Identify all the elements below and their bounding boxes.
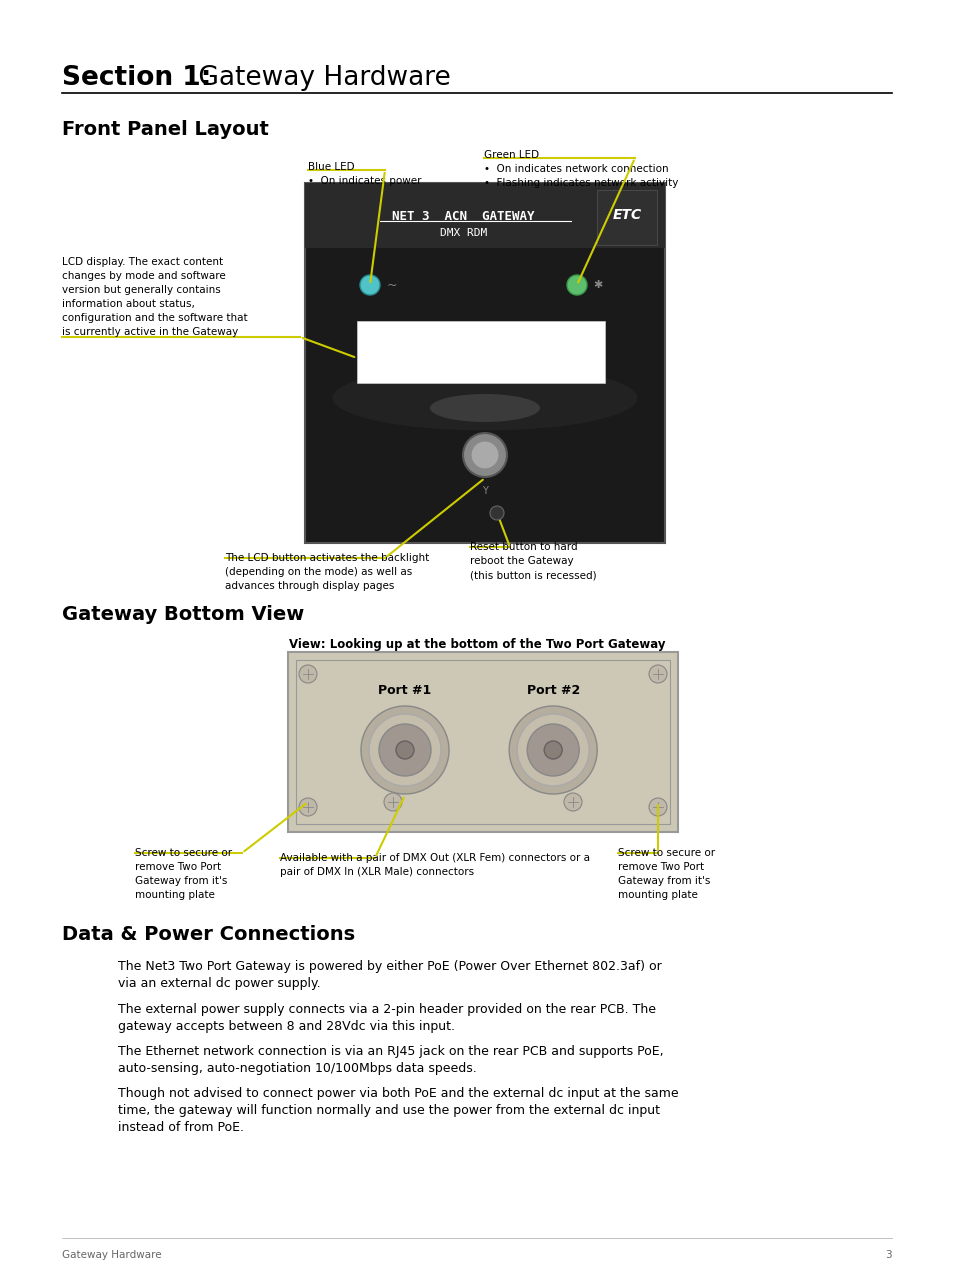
Bar xyxy=(356,321,604,383)
Text: Blue LED
•  On indicates power: Blue LED • On indicates power xyxy=(308,162,421,186)
Circle shape xyxy=(517,714,589,786)
Circle shape xyxy=(378,724,431,776)
Circle shape xyxy=(471,441,498,469)
Circle shape xyxy=(648,665,666,683)
Ellipse shape xyxy=(333,365,637,430)
Text: Though not advised to connect power via both PoE and the external dc input at th: Though not advised to connect power via … xyxy=(118,1088,678,1135)
Text: The external power supply connects via a 2-pin header provided on the rear PCB. : The external power supply connects via a… xyxy=(118,1004,656,1033)
Bar xyxy=(295,660,669,824)
Circle shape xyxy=(527,724,578,776)
Text: Gateway Bottom View: Gateway Bottom View xyxy=(62,605,304,625)
Text: The Net3 Two Port Gateway is powered by either PoE (Power Over Ethernet 802.3af): The Net3 Two Port Gateway is powered by … xyxy=(118,960,661,990)
Bar xyxy=(288,653,678,832)
Circle shape xyxy=(395,742,414,759)
Circle shape xyxy=(462,432,506,477)
Circle shape xyxy=(360,706,449,794)
Text: NET 3  ACN  GATEWAY: NET 3 ACN GATEWAY xyxy=(392,210,534,223)
Text: Y: Y xyxy=(481,486,487,496)
Text: 3: 3 xyxy=(884,1250,891,1261)
Text: Port #1: Port #1 xyxy=(378,683,431,697)
Text: Available with a pair of DMX Out (XLR Fem) connectors or a
pair of DMX In (XLR M: Available with a pair of DMX Out (XLR Fe… xyxy=(280,854,589,876)
Circle shape xyxy=(359,275,379,295)
Circle shape xyxy=(490,506,503,520)
Circle shape xyxy=(543,742,561,759)
Text: The LCD button activates the backlight
(depending on the mode) as well as
advanc: The LCD button activates the backlight (… xyxy=(225,553,429,591)
Text: ETC: ETC xyxy=(612,209,640,223)
Circle shape xyxy=(298,798,316,817)
Ellipse shape xyxy=(430,394,539,422)
Circle shape xyxy=(298,665,316,683)
Text: Green LED
•  On indicates network connection
•  Flashing indicates network activ: Green LED • On indicates network connect… xyxy=(483,150,678,188)
Circle shape xyxy=(509,706,597,794)
Text: Screw to secure or
remove Two Port
Gateway from it's
mounting plate: Screw to secure or remove Two Port Gatew… xyxy=(618,848,715,901)
Circle shape xyxy=(648,798,666,817)
Text: ~: ~ xyxy=(387,279,397,291)
Text: Reset button to hard
reboot the Gateway
(this button is recessed): Reset button to hard reboot the Gateway … xyxy=(470,542,596,580)
Bar xyxy=(305,183,664,248)
Text: Screw to secure or
remove Two Port
Gateway from it's
mounting plate: Screw to secure or remove Two Port Gatew… xyxy=(135,848,232,901)
Text: Section 1:: Section 1: xyxy=(62,65,212,92)
Text: Gateway Hardware: Gateway Hardware xyxy=(62,1250,161,1261)
Circle shape xyxy=(563,792,581,812)
Bar xyxy=(597,190,657,245)
Text: The Ethernet network connection is via an RJ45 jack on the rear PCB and supports: The Ethernet network connection is via a… xyxy=(118,1046,663,1075)
Text: Gateway Hardware: Gateway Hardware xyxy=(190,65,450,92)
Circle shape xyxy=(566,275,586,295)
Bar xyxy=(305,183,664,543)
Text: ✱: ✱ xyxy=(593,280,601,290)
Circle shape xyxy=(369,714,440,786)
Text: LCD display. The exact content
changes by mode and software
version but generall: LCD display. The exact content changes b… xyxy=(62,257,248,337)
Text: Port #2: Port #2 xyxy=(526,683,579,697)
Circle shape xyxy=(384,792,401,812)
Text: Front Panel Layout: Front Panel Layout xyxy=(62,120,269,139)
Text: Data & Power Connections: Data & Power Connections xyxy=(62,925,355,944)
Text: View: Looking up at the bottom of the Two Port Gateway: View: Looking up at the bottom of the Tw… xyxy=(289,639,664,651)
Text: DMX RDM: DMX RDM xyxy=(439,228,487,238)
